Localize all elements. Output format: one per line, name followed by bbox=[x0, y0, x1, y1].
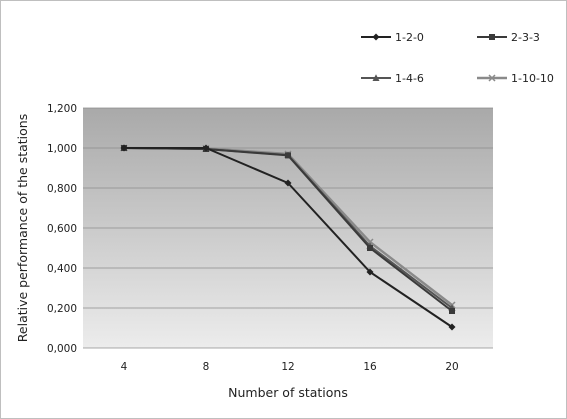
legend-item-1-4-6: 1-4-6 bbox=[361, 72, 424, 85]
x-tick-label: 4 bbox=[121, 361, 128, 373]
gridlines bbox=[83, 107, 493, 349]
data-point bbox=[285, 152, 291, 159]
legend: 1-2-0 2-3-3 1-4-6 1-10-10 bbox=[361, 31, 554, 85]
x-tick-label: 16 bbox=[363, 361, 377, 373]
y-tick-label: 0,200 bbox=[47, 303, 77, 315]
legend-item-2-3-3: 2-3-3 bbox=[477, 31, 540, 44]
legend-label: 1-4-6 bbox=[395, 72, 424, 85]
data-point bbox=[372, 33, 380, 41]
legend-label: 1-2-0 bbox=[395, 31, 424, 44]
y-tick-label: 1,000 bbox=[47, 143, 77, 155]
data-point bbox=[120, 144, 128, 152]
x-tick-label: 12 bbox=[281, 361, 294, 373]
y-tick-label: 0,600 bbox=[47, 223, 77, 235]
y-tick-label: 1,200 bbox=[47, 103, 77, 115]
series-1-2-0 bbox=[120, 144, 456, 331]
data-point bbox=[372, 74, 380, 81]
y-tick-label: 0,400 bbox=[47, 263, 77, 275]
y-axis-title: Relative performance of the stations bbox=[15, 114, 30, 342]
data-point bbox=[202, 144, 210, 152]
x-axis-title: Number of stations bbox=[228, 385, 348, 400]
legend-item-1-10-10: 1-10-10 bbox=[477, 72, 554, 85]
x-tick-label: 8 bbox=[203, 361, 210, 373]
data-point bbox=[489, 34, 495, 40]
data-point bbox=[488, 74, 496, 82]
data-point bbox=[449, 308, 455, 314]
data-point bbox=[366, 268, 374, 276]
data-point bbox=[367, 245, 373, 251]
legend-label: 2-3-3 bbox=[511, 31, 540, 44]
y-axis-ticks: 0,000 0,200 0,400 0,600 0,800 1,000 1,200 bbox=[47, 103, 77, 355]
x-axis-ticks: 4 8 12 16 20 bbox=[121, 361, 459, 373]
legend-label: 1-10-10 bbox=[511, 72, 554, 85]
y-tick-label: 0,000 bbox=[47, 343, 77, 355]
data-point bbox=[284, 179, 292, 187]
y-tick-label: 0,800 bbox=[47, 183, 77, 195]
legend-item-1-2-0: 1-2-0 bbox=[361, 31, 424, 44]
series-lines bbox=[120, 144, 456, 331]
x-tick-label: 20 bbox=[445, 361, 458, 373]
data-point bbox=[448, 323, 456, 331]
